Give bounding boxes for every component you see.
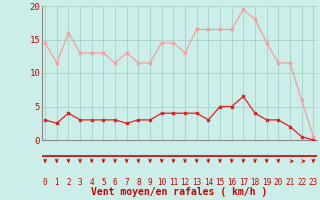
Text: 5: 5 — [101, 178, 106, 187]
Text: 15: 15 — [215, 178, 225, 187]
Text: Vent moyen/en rafales ( km/h ): Vent moyen/en rafales ( km/h ) — [91, 187, 267, 197]
Text: 19: 19 — [262, 178, 271, 187]
Text: 23: 23 — [309, 178, 318, 187]
Text: 1: 1 — [54, 178, 59, 187]
Text: 2: 2 — [66, 178, 71, 187]
Text: 22: 22 — [297, 178, 306, 187]
Text: 12: 12 — [180, 178, 190, 187]
Text: 20: 20 — [274, 178, 283, 187]
Text: 10: 10 — [157, 178, 166, 187]
Text: 8: 8 — [136, 178, 141, 187]
Text: 16: 16 — [227, 178, 236, 187]
Text: 9: 9 — [148, 178, 152, 187]
Text: 4: 4 — [89, 178, 94, 187]
Text: 17: 17 — [239, 178, 248, 187]
Text: 0: 0 — [43, 178, 47, 187]
Text: 21: 21 — [285, 178, 295, 187]
Text: 11: 11 — [169, 178, 178, 187]
Text: 14: 14 — [204, 178, 213, 187]
Text: 18: 18 — [250, 178, 260, 187]
Text: 6: 6 — [113, 178, 117, 187]
Text: 7: 7 — [124, 178, 129, 187]
Text: 3: 3 — [78, 178, 82, 187]
Text: 13: 13 — [192, 178, 201, 187]
